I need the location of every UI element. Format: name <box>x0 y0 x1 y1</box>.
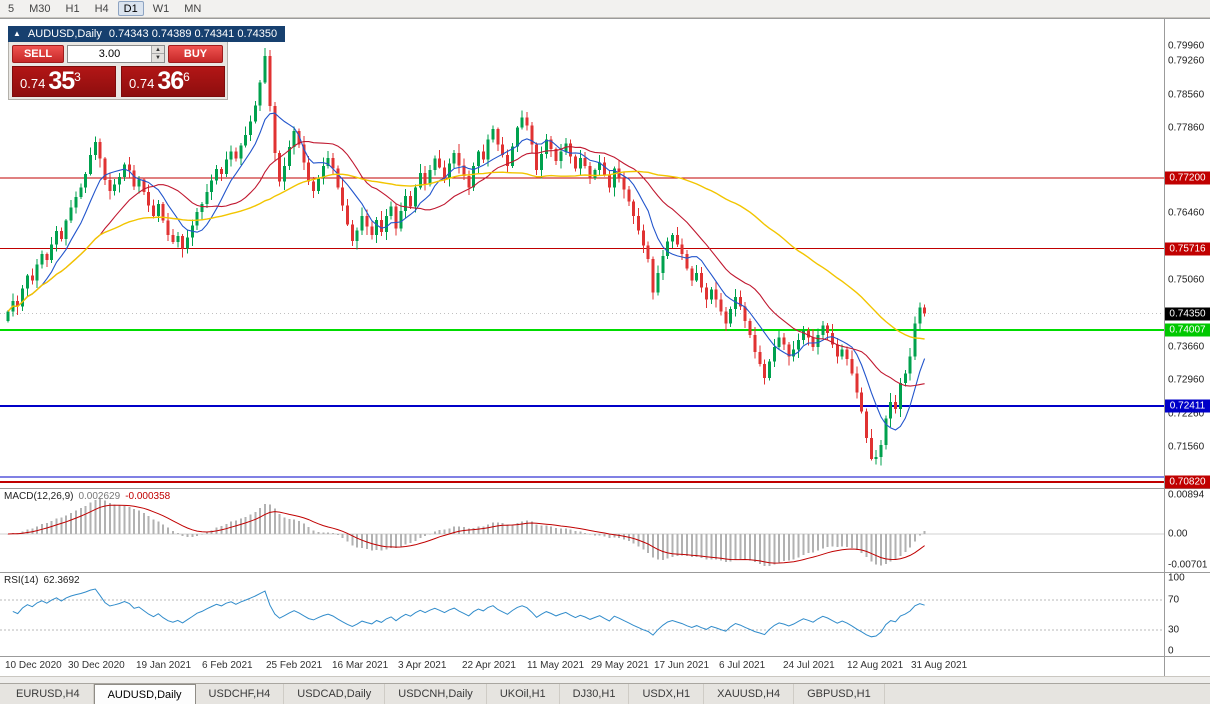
price-axis-label: 0.72260 <box>1168 408 1205 420</box>
macd-value: 0.002629 <box>78 491 121 502</box>
buy-button[interactable]: BUY <box>168 45 223 63</box>
volume-input[interactable]: 3.00 ▲ ▼ <box>67 45 165 63</box>
date-label: 24 Jul 2021 <box>783 660 835 671</box>
date-label: 10 Dec 2020 <box>5 660 62 671</box>
volume-increase-icon[interactable]: ▲ <box>151 46 164 54</box>
price-axis-label: 0.76460 <box>1168 207 1205 219</box>
price-axis-badge: 0.74007 <box>1165 323 1210 337</box>
symbol-info-bar: ▲ AUDUSD,Daily 0.74343 0.74389 0.74341 0… <box>8 26 286 42</box>
date-label: 17 Jun 2021 <box>654 660 710 671</box>
buy-price-display[interactable]: 0.74 36 6 <box>121 66 225 97</box>
price-axis-label: 0.79960 <box>1168 40 1205 52</box>
price-axis-label: 0.71560 <box>1168 441 1205 453</box>
date-label: 12 Aug 2021 <box>847 660 904 671</box>
buy-price-big: 36 <box>157 67 184 95</box>
date-label: 30 Dec 2020 <box>68 660 125 671</box>
price-axis-badge: 0.72411 <box>1165 399 1210 413</box>
rsi-indicator-label: RSI(14) 62.3692 <box>4 575 80 586</box>
date-label: 25 Feb 2021 <box>266 660 323 671</box>
chart-tab-usdcad-daily[interactable]: USDCAD,Daily <box>284 684 386 704</box>
chart-tab-ukoil-h1[interactable]: UKOil,H1 <box>487 684 560 704</box>
pane-separator <box>0 656 1210 657</box>
price-axis-badge: 0.74350 <box>1165 307 1210 321</box>
buy-price-prefix: 0.74 <box>129 76 155 91</box>
timeframe-button-h1[interactable]: H1 <box>65 3 80 15</box>
price-axis-label: 0.79260 <box>1168 55 1205 67</box>
chart-tab-bar: EURUSD,H4 AUDUSD,Daily USDCHF,H4 USDCAD,Dai… <box>0 683 1210 704</box>
sell-price-pipette: 3 <box>74 70 81 84</box>
rsi-axis-label: 0 <box>1168 645 1174 657</box>
pane-separator[interactable] <box>0 572 1210 573</box>
sell-price-display[interactable]: 0.74 35 3 <box>12 66 116 97</box>
date-label: 22 Apr 2021 <box>462 660 516 671</box>
collapse-panel-icon[interactable]: ▲ <box>13 29 21 38</box>
macd-axis-label: 0.00894 <box>1168 489 1205 501</box>
chart-tab-audusd-daily[interactable]: AUDUSD,Daily <box>93 684 196 704</box>
macd-indicator-label: MACD(12,26,9) 0.002629 -0.000358 <box>4 491 170 502</box>
rsi-name: RSI(14) <box>4 575 39 586</box>
timeframe-button-5[interactable]: 5 <box>8 3 15 15</box>
date-label: 6 Jul 2021 <box>719 660 766 671</box>
one-click-trade-panel: SELL 3.00 ▲ ▼ BUY 0.74 35 3 0.74 36 6 <box>8 42 228 100</box>
rsi-axis-label: 100 <box>1168 572 1185 584</box>
price-axis-label: 0.75060 <box>1168 274 1205 286</box>
chart-tab-xauusd-h4[interactable]: XAUUSD,H4 <box>704 684 795 704</box>
price-chart-pane[interactable] <box>0 18 1165 488</box>
date-label: 3 Apr 2021 <box>398 660 447 671</box>
date-label: 29 May 2021 <box>591 660 649 671</box>
macd-axis-label: 0.00 <box>1168 528 1188 540</box>
date-label: 19 Jan 2021 <box>136 660 192 671</box>
macd-indicator-pane[interactable] <box>0 488 1165 572</box>
timeframe-button-h4[interactable]: H4 <box>94 3 109 15</box>
price-axis-badge: 0.75716 <box>1165 242 1210 256</box>
horizontal-scrollbar[interactable] <box>0 676 1210 683</box>
chart-tab-usdcnh-daily[interactable]: USDCNH,Daily <box>385 684 487 704</box>
macd-signal-value: -0.000358 <box>125 491 171 502</box>
price-axis-badge: 0.70820 <box>1165 475 1210 489</box>
timeframe-button-mn[interactable]: MN <box>184 3 202 15</box>
timeframe-button-d1[interactable]: D1 <box>117 1 144 16</box>
price-axis-label: 0.78560 <box>1168 89 1205 101</box>
price-axis-label: 0.72960 <box>1168 374 1205 386</box>
macd-axis-label: -0.00701 <box>1168 559 1208 571</box>
price-axis-label: 0.77860 <box>1168 122 1205 134</box>
sell-button[interactable]: SELL <box>12 45 64 63</box>
timeframe-toolbar: 5 M30 H1 H4 D1 W1 MN <box>0 0 1210 18</box>
symbol-ohlc: 0.74343 0.74389 0.74341 0.74350 <box>108 28 278 40</box>
sell-price-prefix: 0.74 <box>20 76 46 91</box>
rsi-axis-label: 70 <box>1168 594 1180 606</box>
price-axis-label: 0.73660 <box>1168 341 1205 353</box>
rsi-axis-label: 30 <box>1168 624 1180 636</box>
price-axis-badge: 0.77200 <box>1165 171 1210 185</box>
buy-price-pipette: 6 <box>183 70 190 84</box>
rsi-indicator-pane[interactable] <box>0 572 1165 656</box>
volume-value[interactable]: 3.00 <box>98 48 121 60</box>
chart-tab-gbpusd-h1[interactable]: GBPUSD,H1 <box>794 684 885 704</box>
volume-decrease-icon[interactable]: ▼ <box>151 54 164 62</box>
date-label: 6 Feb 2021 <box>202 660 253 671</box>
date-label: 31 Aug 2021 <box>911 660 968 671</box>
pane-separator[interactable] <box>0 488 1210 489</box>
chart-tab-eurusd-h4[interactable]: EURUSD,H4 <box>3 684 94 704</box>
chart-tab-usdx-h1[interactable]: USDX,H1 <box>629 684 705 704</box>
chart-tab-usdchf-h4[interactable]: USDCHF,H4 <box>196 684 285 704</box>
rsi-value: 62.3692 <box>43 575 80 586</box>
timeframe-button-w1[interactable]: W1 <box>152 3 170 15</box>
date-label: 16 Mar 2021 <box>332 660 389 671</box>
chart-tab-dj30-h1[interactable]: DJ30,H1 <box>560 684 630 704</box>
price-axis-separator <box>1164 18 1165 676</box>
symbol-title: AUDUSD,Daily <box>27 28 102 40</box>
date-label: 11 May 2021 <box>527 660 585 671</box>
macd-name: MACD(12,26,9) <box>4 491 74 502</box>
sell-price-big: 35 <box>48 67 75 95</box>
timeframe-button-m30[interactable]: M30 <box>29 3 51 15</box>
pane-separator <box>0 18 1210 19</box>
